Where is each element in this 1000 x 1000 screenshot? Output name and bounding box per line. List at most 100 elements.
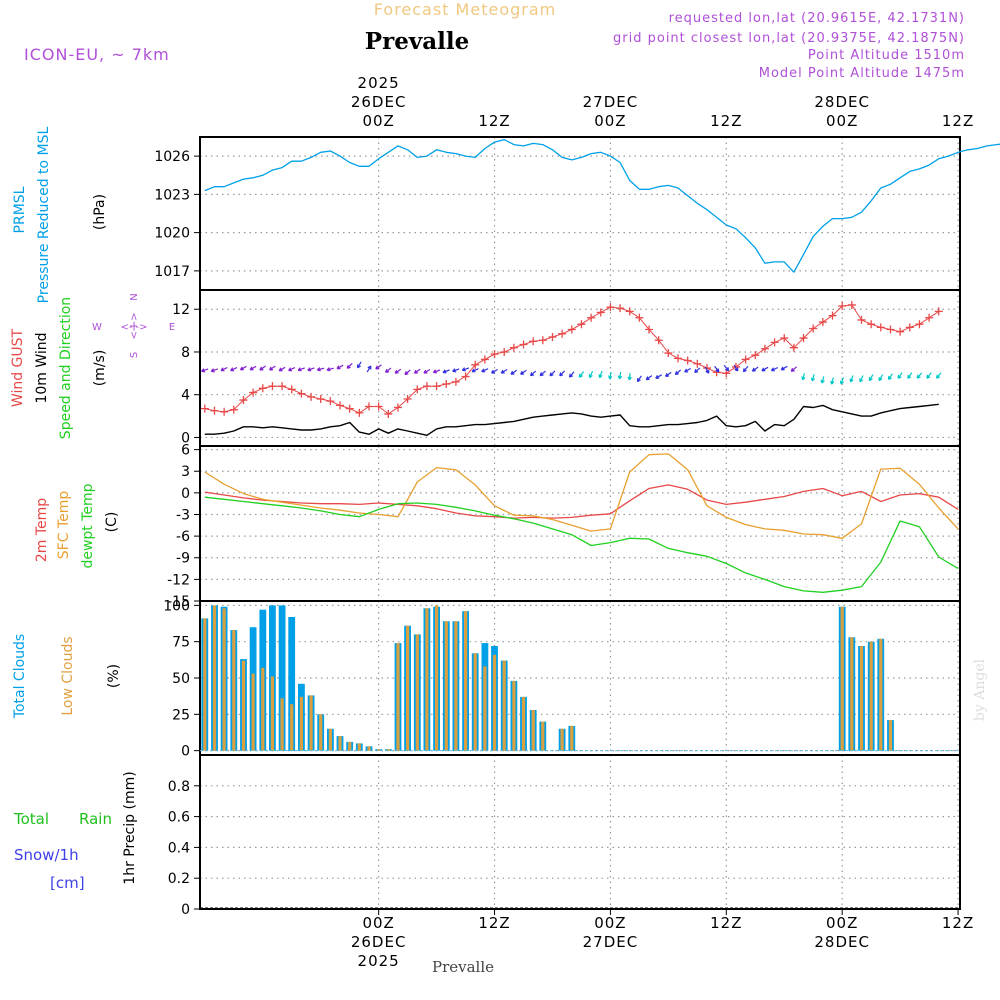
wind-direction-arrow (394, 368, 402, 374)
time-label-bottom: 00Z (362, 914, 394, 932)
low-cloud-bar (859, 646, 864, 751)
low-cloud-bar (299, 696, 303, 751)
gust-marker (625, 307, 634, 316)
wind-direction-arrow (684, 367, 691, 373)
low-cloud-bar (377, 749, 381, 751)
gust-marker (567, 325, 576, 334)
wind-direction-arrow (559, 370, 566, 377)
gust-marker (393, 403, 402, 412)
wind-direction-arrow (907, 372, 913, 379)
gust-marker (538, 336, 547, 345)
gust-marker (364, 402, 373, 411)
gust-marker (664, 349, 673, 358)
ytick-label-wind: 8 (181, 345, 190, 361)
label-pressure-desc: Pressure Reduced to MSL (36, 126, 52, 303)
gust-marker (886, 325, 895, 334)
gust-marker (596, 308, 605, 317)
wind-direction-arrow (578, 371, 584, 378)
low-cloud-bar (560, 728, 564, 751)
time-label-top: 12Z (478, 112, 510, 130)
time-label-bottom: 26DEC (351, 933, 407, 951)
ytick-label-temperature: -6 (176, 529, 190, 545)
wind-direction-arrow (326, 367, 334, 372)
header-requested: requested lon,lat (20.9615E, 42.1731N) (669, 11, 965, 26)
wind-direction-arrow (357, 361, 362, 369)
footer-credit: by Angel (972, 658, 988, 721)
low-cloud-bar (222, 608, 226, 751)
wind-direction-arrow (220, 367, 228, 372)
gust-marker (239, 396, 248, 405)
label-rain: Rain (79, 810, 112, 828)
wind-direction-arrow (780, 365, 788, 371)
wind-direction-arrow (790, 366, 797, 372)
wind-direction-arrow (461, 367, 470, 372)
compass-arrow-label: <-I-> (121, 322, 148, 333)
low-cloud-bar (570, 725, 574, 751)
gust-marker (345, 404, 354, 413)
time-label-bottom: 28DEC (814, 933, 870, 951)
gust-marker (374, 402, 383, 411)
wind-direction-arrow (868, 374, 874, 382)
wind-direction-arrow (916, 372, 923, 379)
low-cloud-bar (319, 714, 323, 751)
gust-marker (645, 325, 654, 334)
time-label-bottom: 00Z (826, 914, 858, 932)
panel-frame-pressure (199, 136, 961, 291)
time-label-top: 26DEC (351, 93, 407, 111)
wind-direction-arrow (761, 366, 769, 372)
wind-direction-arrow (404, 369, 411, 376)
label-temp-unit: (C) (104, 512, 120, 533)
gust-marker (422, 382, 431, 391)
low-cloud-bar (232, 630, 236, 751)
header-model-altitude: Model Point Altitude 1475m (759, 66, 965, 81)
gust-marker (442, 380, 451, 389)
gust-marker (384, 409, 393, 418)
gust-marker (789, 343, 798, 352)
label-wind-speed-dir: Speed and Direction (58, 297, 74, 439)
low-cloud-bar (309, 695, 313, 751)
time-label-bottom: 00Z (594, 914, 626, 932)
gust-marker (751, 351, 760, 360)
low-cloud-bar (425, 608, 429, 751)
gust-marker (905, 323, 914, 332)
gust-marker (413, 385, 422, 394)
time-label-top: 00Z (826, 112, 858, 130)
wind-direction-arrow (230, 367, 238, 372)
gust-marker (867, 320, 876, 329)
wind-direction-arrow (520, 369, 527, 375)
ytick-label-wind: 4 (181, 388, 190, 404)
wind-direction-arrow (704, 366, 710, 374)
wind-direction-arrow (346, 362, 353, 369)
label-low-clouds: Low Clouds (60, 636, 76, 715)
wind-direction-arrow (336, 364, 344, 370)
gust-marker (809, 324, 818, 333)
wind-direction-arrow (849, 375, 854, 383)
wind-direction-arrow (249, 365, 257, 371)
low-cloud-bar (328, 728, 332, 751)
low-cloud-bar (541, 721, 545, 751)
gust-marker (577, 320, 586, 329)
wind-direction-arrow (432, 369, 441, 374)
low-cloud-bar (367, 746, 371, 751)
gust-marker (616, 304, 625, 313)
gust-marker (558, 329, 567, 338)
gust-marker (799, 334, 808, 343)
low-cloud-bar (406, 625, 410, 751)
gust-marker (336, 401, 345, 410)
wind-direction-arrow (887, 373, 893, 380)
wind-compass: W <-I-> E <-I-> N S (92, 293, 175, 358)
label-snow: Snow/1h (14, 846, 79, 864)
ytick-label-temperature: 6 (181, 443, 190, 459)
low-cloud-bar (512, 680, 516, 751)
header-model: ICON-EU, ~ 7km (24, 45, 170, 64)
gust-marker (606, 303, 615, 312)
temp-sfc-line (204, 453, 959, 539)
ytick-label-precip: 0 (181, 902, 190, 918)
compass-w-label: W (92, 322, 102, 333)
gust-marker (355, 408, 364, 417)
wind-direction-arrow (878, 374, 884, 382)
gust-marker (896, 327, 905, 336)
panel-frame-temperature (199, 445, 961, 602)
gust-marker (509, 343, 518, 352)
